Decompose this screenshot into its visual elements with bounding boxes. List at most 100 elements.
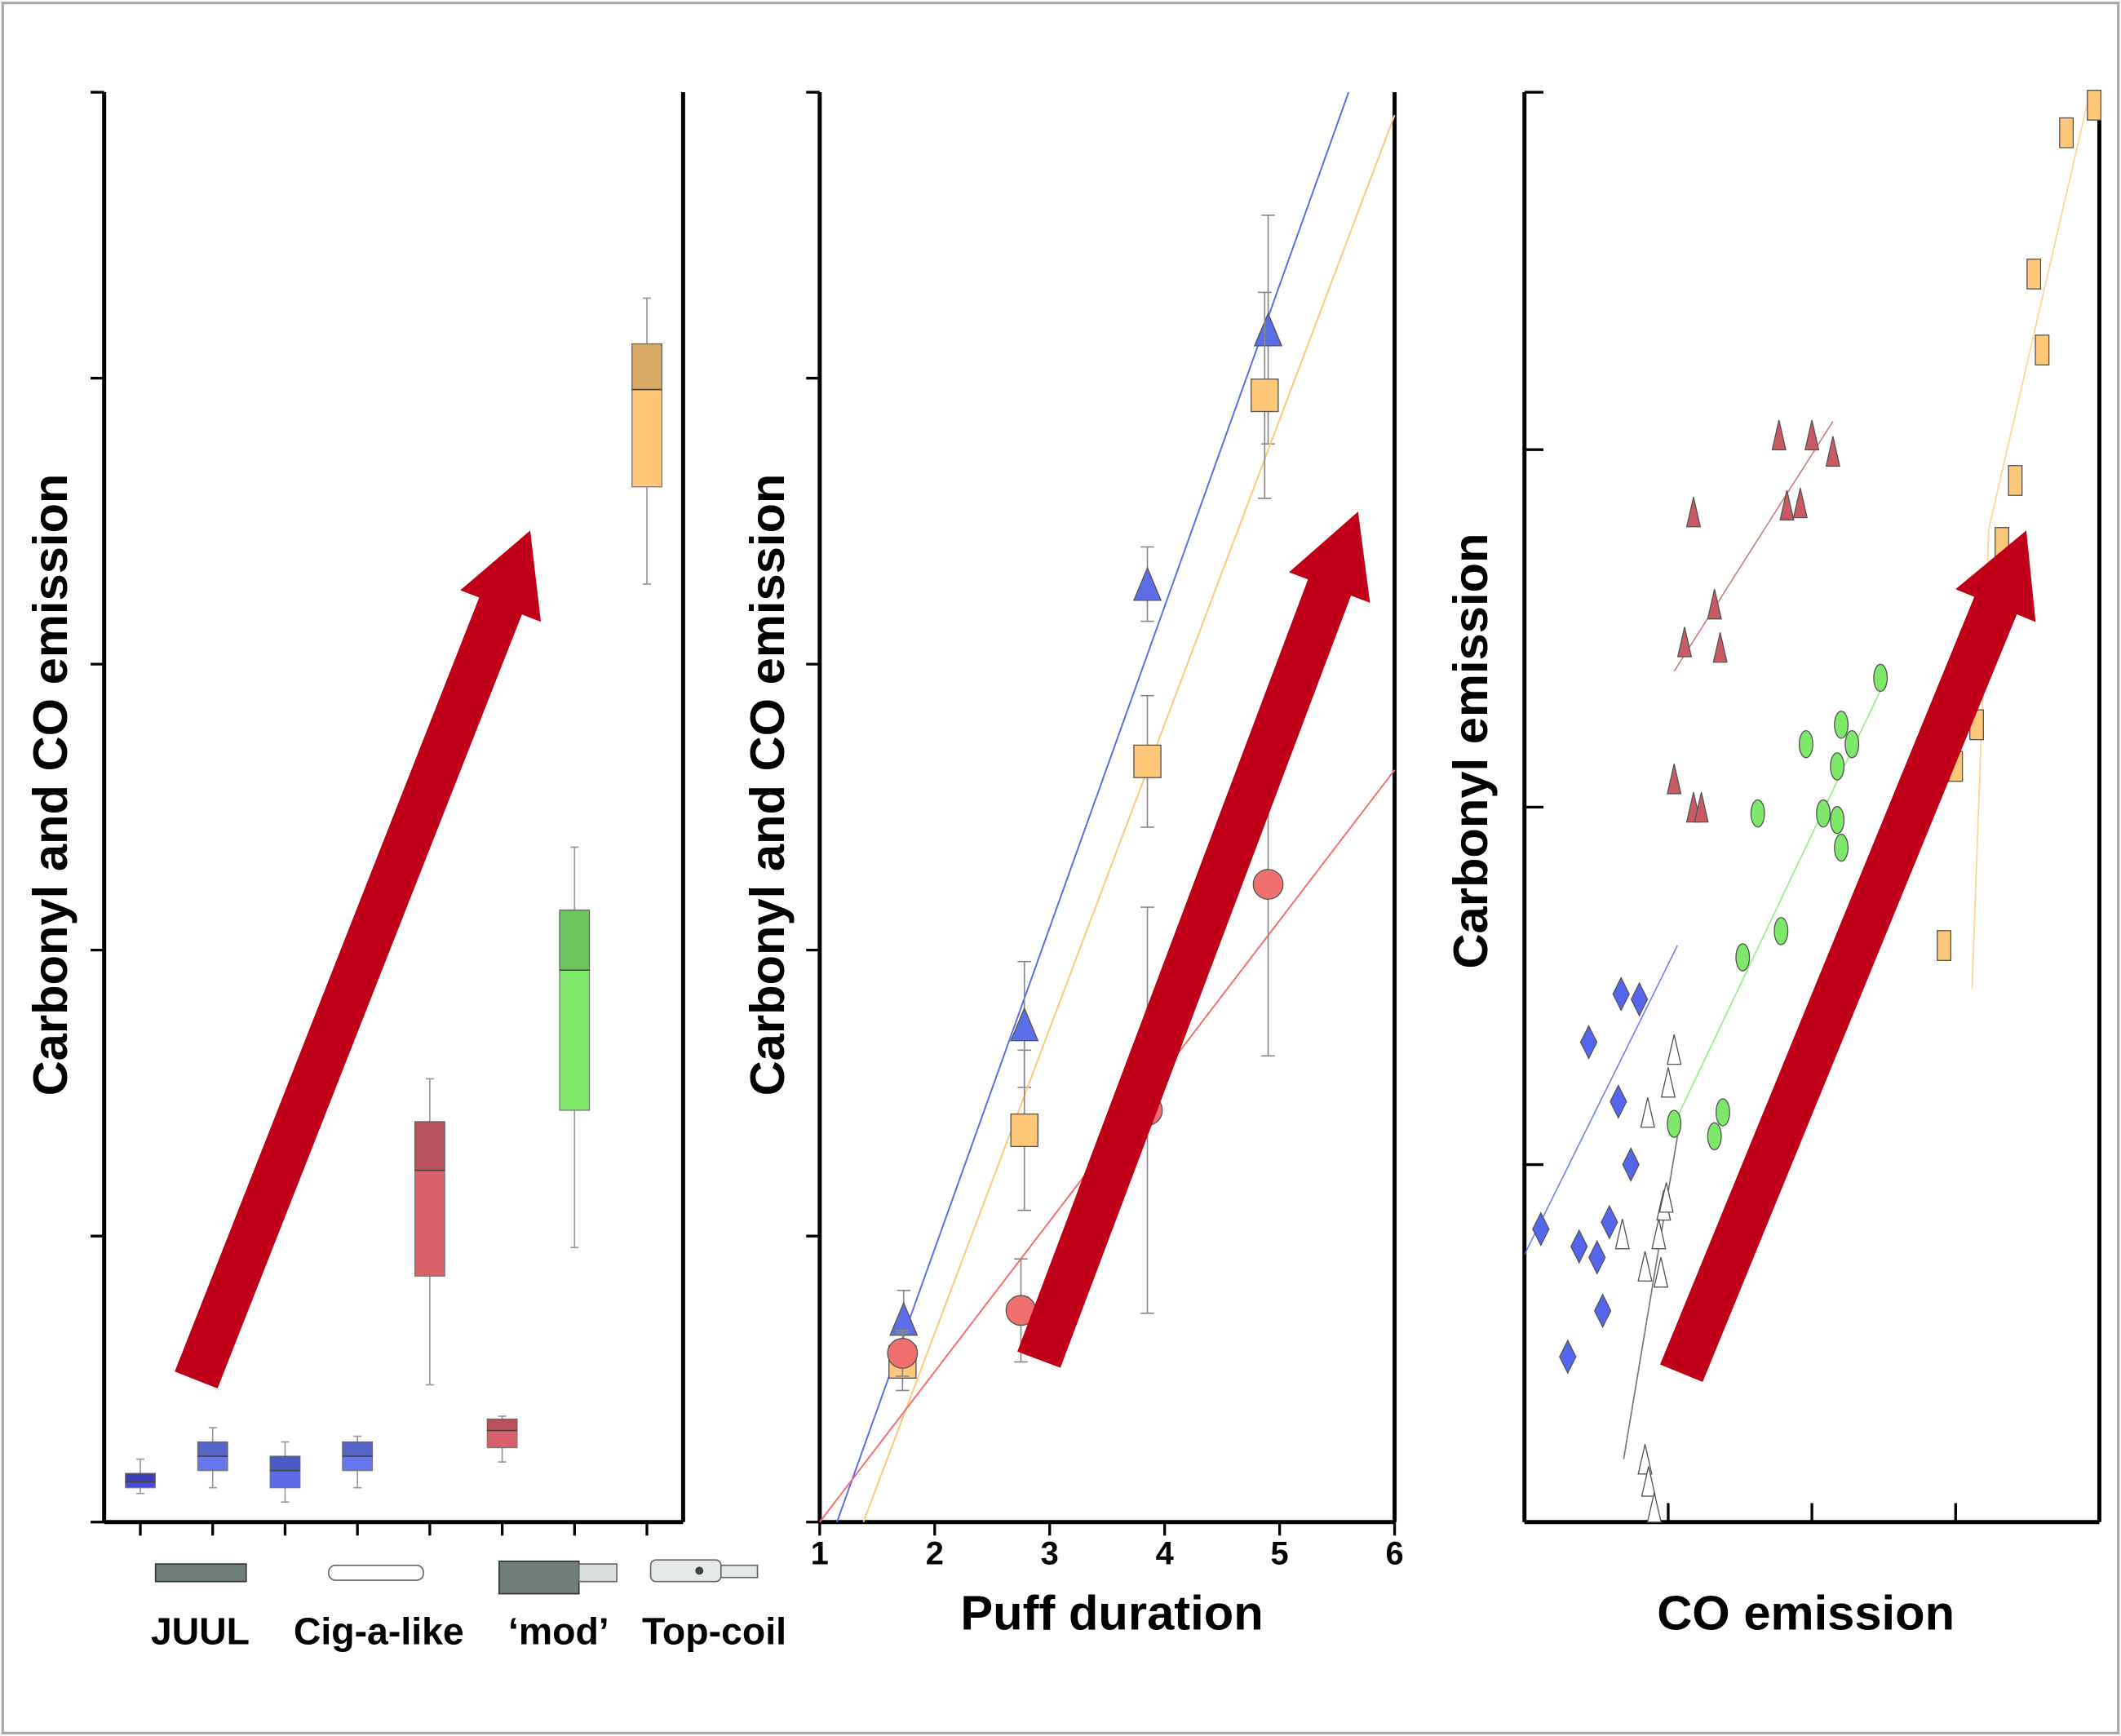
x-tick-label: 4 (1156, 1536, 1174, 1572)
square-marker (1937, 930, 1951, 961)
ellipse-marker (1773, 917, 1789, 946)
box-upper (269, 1455, 301, 1472)
group-label: Top-coil (642, 1610, 786, 1653)
ellipse-marker (1667, 1109, 1682, 1138)
triangle-marker (1676, 627, 1693, 658)
fit-line (862, 114, 1396, 1523)
top-coil-button (695, 1566, 704, 1575)
ellipse-marker (1834, 711, 1849, 739)
group-label: Cig-a-like (294, 1610, 464, 1653)
triangle-marker (1707, 589, 1722, 620)
group-label: ‘mod’ (508, 1610, 609, 1653)
triangle-marker (1694, 791, 1709, 823)
triangle-marker (1667, 764, 1682, 795)
juul-icon (154, 1563, 247, 1583)
box-lower (486, 1429, 518, 1449)
square-marker (1133, 744, 1162, 778)
ellipse-marker (1830, 806, 1845, 835)
triangle-marker (889, 1301, 919, 1336)
y-axis-label: Carbonyl emission (1443, 534, 1498, 969)
fit-line (1971, 91, 2091, 990)
x-axis-label: Puff duration (960, 1586, 1263, 1641)
triangle-marker (1804, 419, 1820, 450)
box-lower (559, 969, 591, 1111)
ellipse-marker (1715, 1098, 1730, 1127)
diamond-marker (1622, 1147, 1640, 1182)
triangle-marker (1646, 1492, 1662, 1523)
ellipse-marker (1707, 1122, 1722, 1151)
y-axis-label: Carbonyl and CO emission (740, 474, 795, 1096)
square-marker (2087, 90, 2102, 121)
triangle-marker (1010, 1007, 1039, 1042)
square-marker (2008, 465, 2023, 496)
ellipse-marker (1830, 752, 1845, 781)
triangle-marker (1660, 1067, 1676, 1098)
x-axis-label: CO emission (1657, 1586, 1955, 1641)
ellipse-marker (1873, 663, 1889, 693)
plots: 1 2 3 4 5 6 (91, 90, 2102, 1572)
x-tick-label: 1 (811, 1536, 829, 1572)
diamond-marker (1570, 1229, 1588, 1264)
box-upper (631, 343, 662, 391)
mod-icon (498, 1560, 580, 1595)
triangle-marker (1712, 632, 1728, 663)
ellipse-marker (1816, 799, 1831, 828)
diamond-marker (1601, 1204, 1618, 1240)
triangle-marker (1779, 489, 1795, 520)
triangle-marker (1771, 419, 1787, 450)
cig-a-like-icon (328, 1564, 424, 1581)
triangle-marker (1132, 566, 1162, 601)
diamond-marker (1612, 976, 1630, 1012)
fit-line (1524, 945, 1679, 1256)
x-tick-label: 2 (926, 1536, 944, 1572)
square-marker (1251, 379, 1279, 413)
x-tick-label: 3 (1041, 1536, 1059, 1572)
trend-arrow (1660, 530, 2036, 1383)
trend-arrow (1017, 512, 1370, 1368)
box-upper (342, 1441, 374, 1457)
diamond-marker (1630, 981, 1649, 1017)
triangle-marker (1640, 1097, 1655, 1128)
ellipse-marker (1834, 833, 1849, 862)
triangle-marker (1641, 1466, 1656, 1497)
circle-marker (1252, 869, 1284, 900)
ellipse-marker (1750, 799, 1765, 828)
group-label: JUUL (151, 1610, 250, 1653)
y-axis-label: Carbonyl and CO emission (23, 474, 77, 1096)
ellipse-marker (1844, 729, 1860, 759)
diamond-marker (1610, 1084, 1627, 1119)
x-tick-label: 6 (1386, 1536, 1404, 1572)
mod-tank-icon (578, 1563, 618, 1583)
diamond-marker (1588, 1239, 1606, 1275)
triangle-marker (1637, 1251, 1653, 1282)
box-upper (125, 1472, 156, 1483)
square-marker (2059, 117, 2075, 148)
box-upper (559, 909, 591, 971)
diamond-marker (1559, 1339, 1577, 1375)
box-upper (197, 1441, 228, 1457)
box-lower (125, 1481, 156, 1489)
triangle-marker (1253, 312, 1283, 347)
square-marker (1010, 1113, 1038, 1148)
trend-arrows (175, 512, 2036, 1388)
box-lower (269, 1469, 301, 1489)
diamond-marker (1532, 1211, 1550, 1247)
device-icons (154, 1559, 759, 1595)
triangle-marker (1653, 1257, 1669, 1288)
box-lower (631, 388, 662, 488)
square-marker (2026, 259, 2042, 290)
triangle-marker (1685, 497, 1702, 528)
triangle-marker (1614, 1219, 1630, 1250)
ellipse-marker (1798, 729, 1813, 759)
square-marker (2035, 334, 2050, 365)
triangle-marker (1792, 488, 1808, 519)
circle-marker (887, 1338, 919, 1369)
triangle-marker (1651, 1219, 1667, 1250)
box-upper (486, 1418, 518, 1432)
fit-line (1673, 421, 1834, 672)
box-lower (342, 1455, 374, 1472)
box-lower (414, 1169, 445, 1277)
